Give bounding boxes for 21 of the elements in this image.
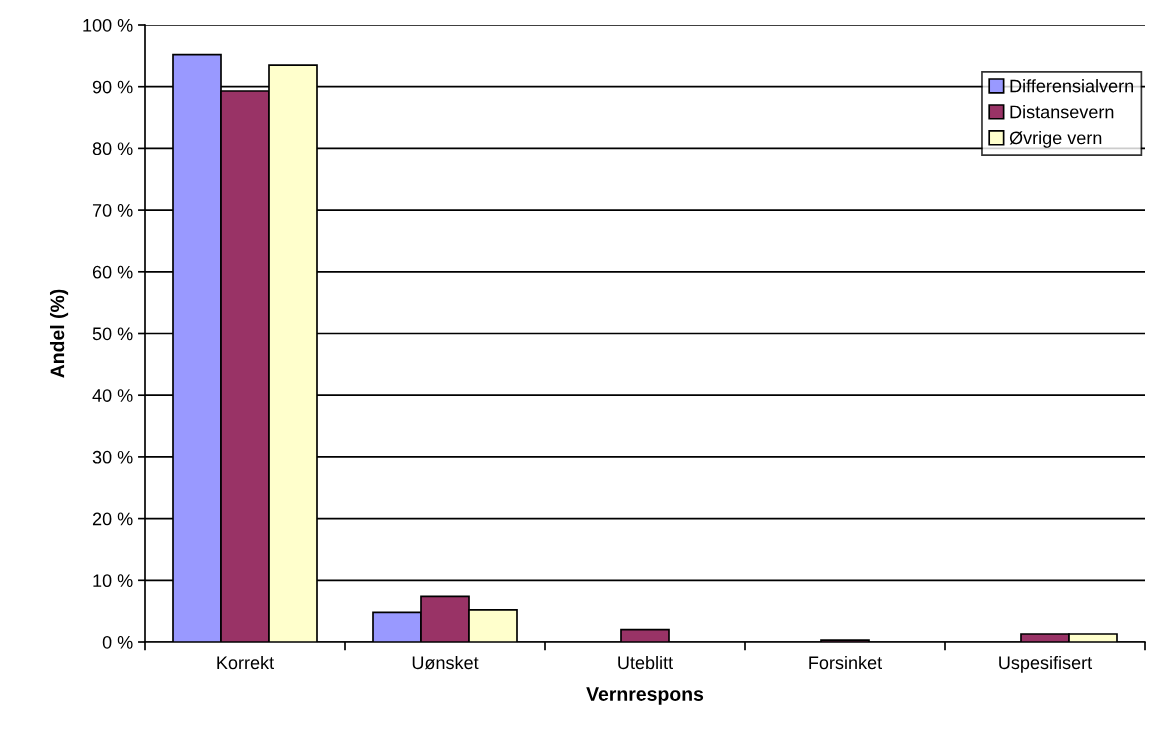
- x-tick-label: Forsinket: [809, 655, 882, 670]
- y-tick-label: 80 %: [92, 142, 133, 156]
- y-tick-label: 30 %: [92, 450, 133, 464]
- x-tick-label: Uspesifisert: [999, 655, 1093, 673]
- x-axis-title: Vernrespons: [586, 687, 704, 705]
- x-tick-label: Korrekt: [217, 655, 274, 670]
- y-tick-label: 70 %: [92, 204, 133, 217]
- y-tick-label: 50 %: [92, 327, 133, 341]
- x-tick-label: Uteblitt: [618, 655, 673, 670]
- y-tick-label: 20 %: [92, 512, 133, 526]
- y-tick-label: 40 %: [92, 389, 133, 402]
- y-tick-label: 0 %: [102, 635, 133, 649]
- legend-label: Øvrige vern: [1009, 131, 1102, 148]
- legend-label: Differensialvern: [1010, 79, 1133, 93]
- legend-label: Distansevern: [1010, 105, 1114, 119]
- y-tick-label: 60 %: [92, 265, 133, 279]
- y-tick-label: 10 %: [93, 574, 133, 588]
- y-axis-title: Andel (%): [49, 289, 69, 378]
- y-tick-label: 90 %: [92, 80, 133, 94]
- y-tick-label: 100 %: [83, 18, 133, 32]
- x-tick-label: Uønsket: [412, 655, 479, 670]
